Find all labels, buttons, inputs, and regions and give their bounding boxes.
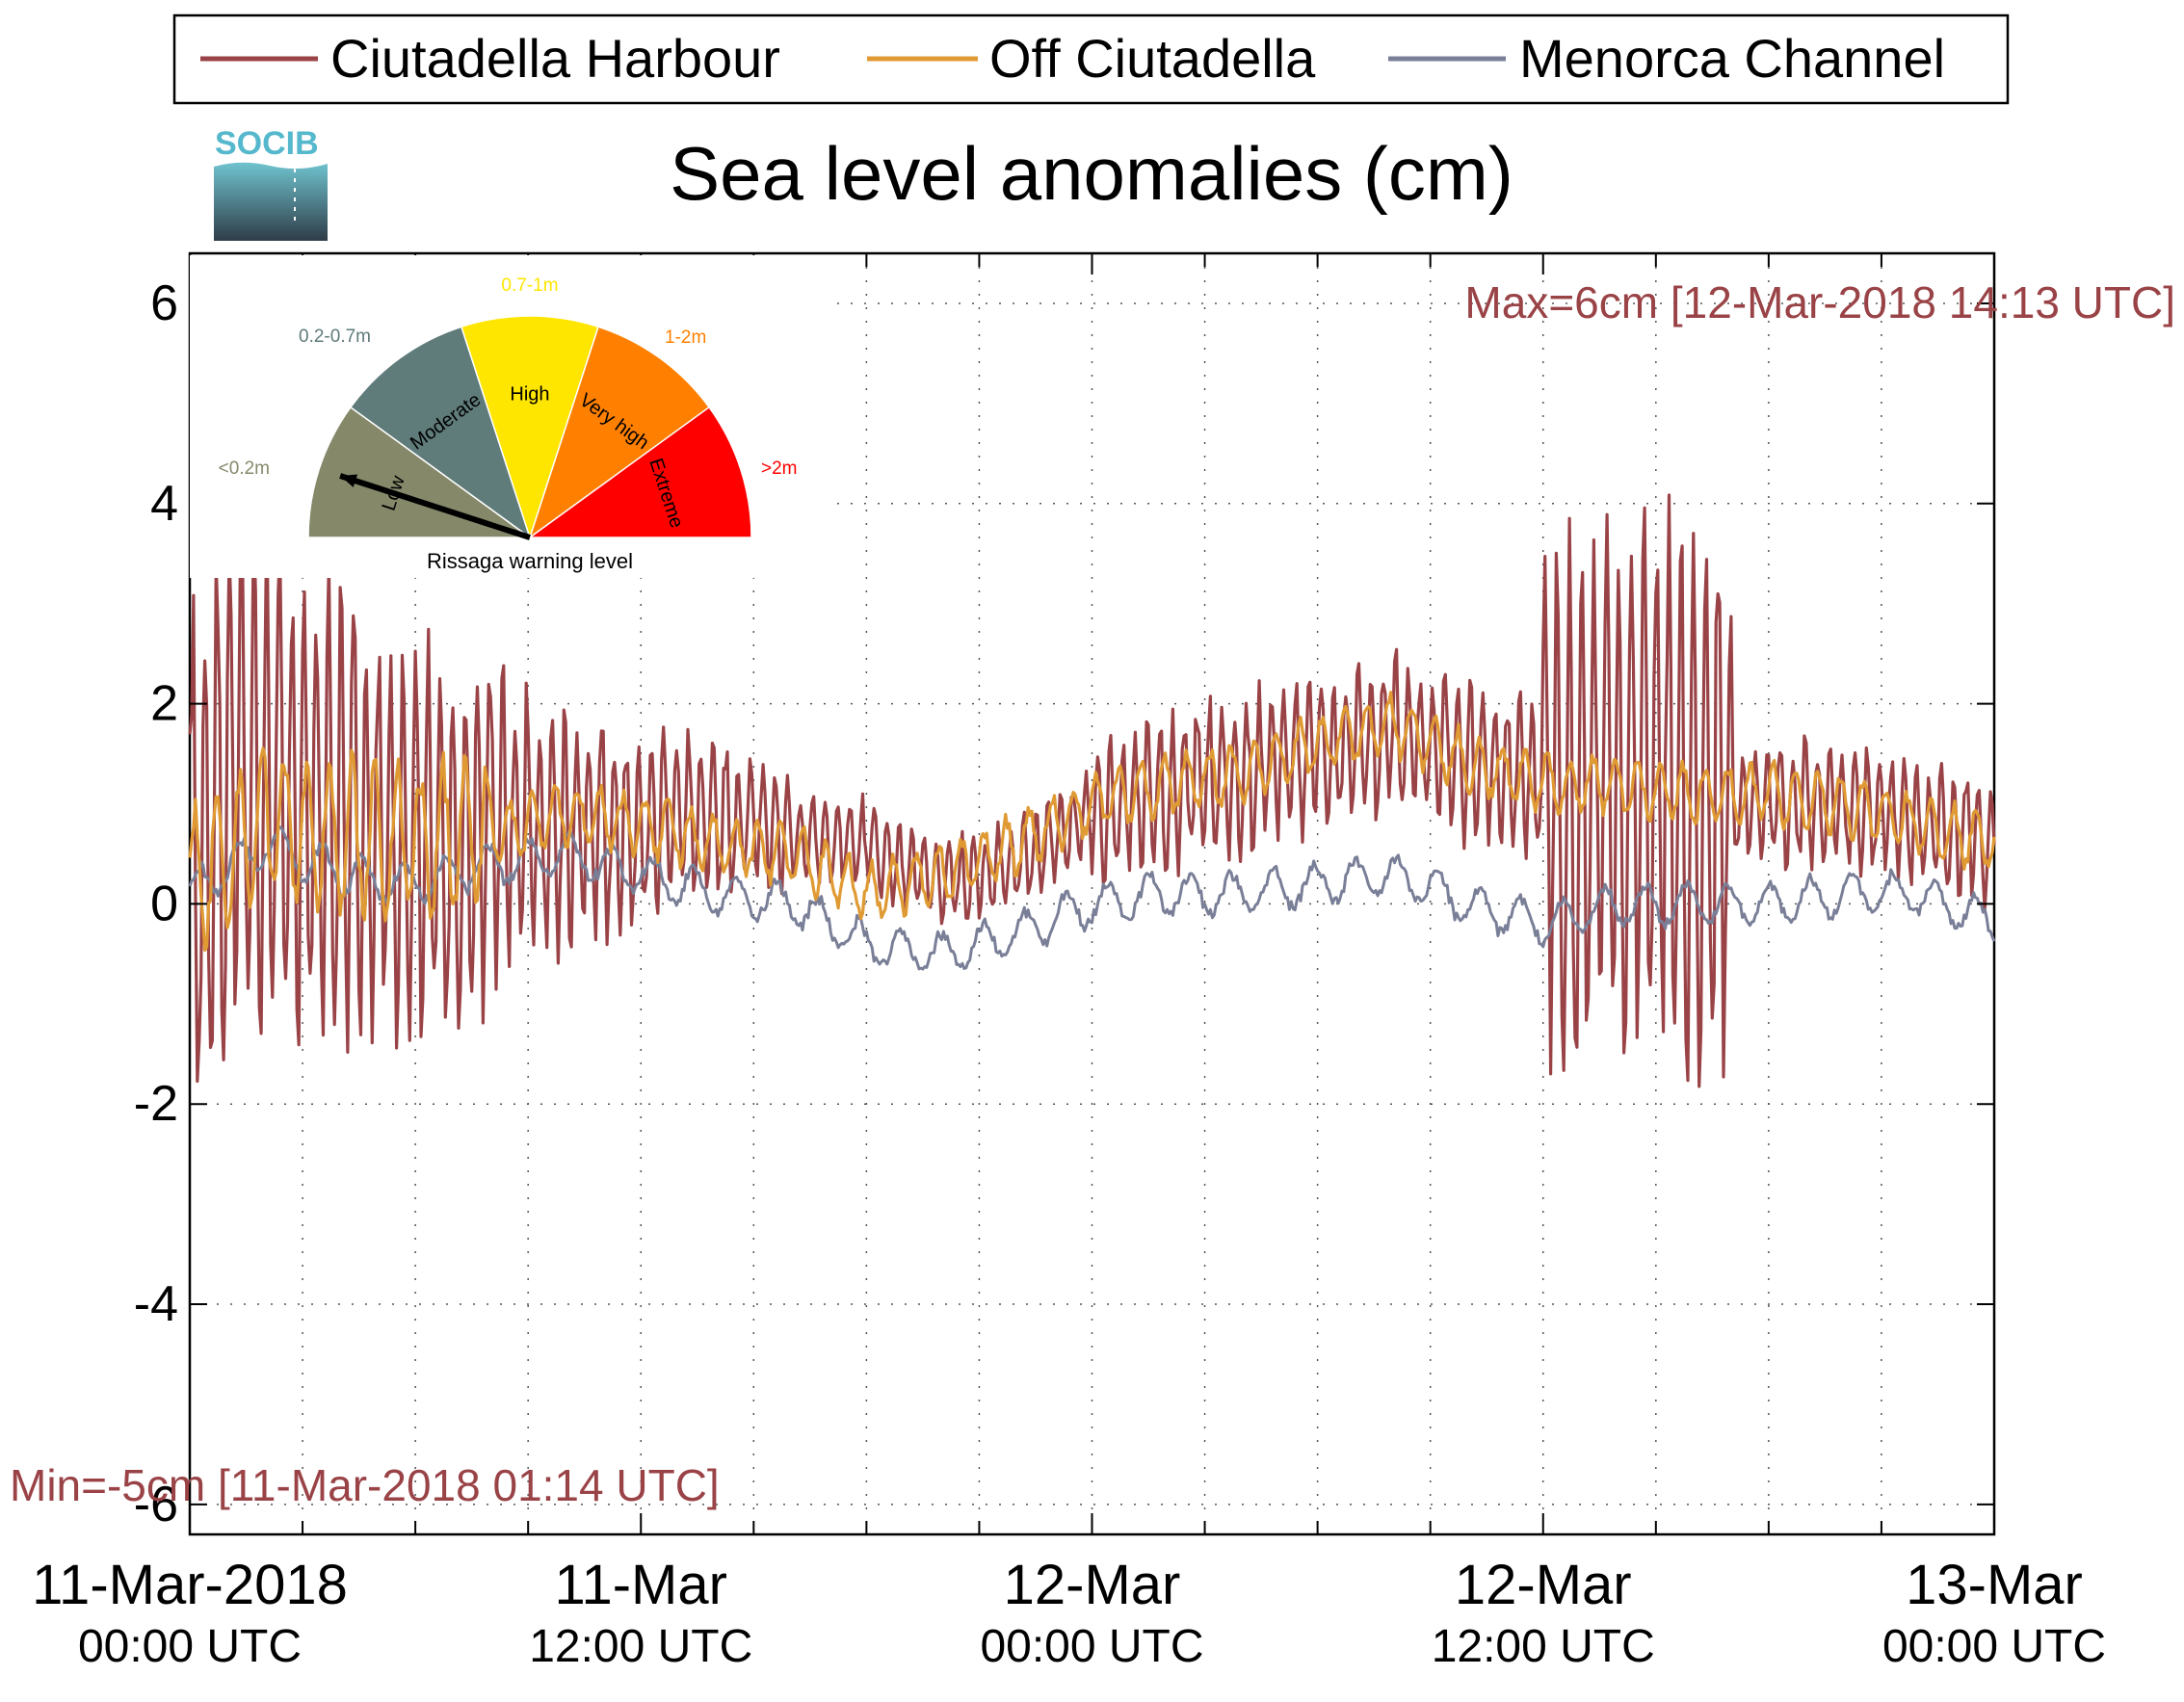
socib-logo-text: SOCIB [215, 125, 319, 162]
x-tick-label-time: 12:00 UTC [1432, 1621, 1655, 1672]
series-line-off [188, 691, 1996, 952]
x-tick-label: 13-Mar [1906, 1554, 2083, 1616]
max-annotation: Max=6cm [12-Mar-2018 14:13 UTC] [1464, 277, 2175, 327]
gauge-range-extreme: >2m [761, 458, 798, 479]
y-tick-label: -6 [134, 1477, 178, 1532]
x-tick-label: 11-Mar-2018 [32, 1554, 348, 1616]
legend-label-harbour: Ciutadella Harbour [330, 28, 780, 89]
series-line-channel [188, 825, 1996, 971]
x-tick-label: 11-Mar [555, 1554, 727, 1616]
x-tick-label: 12-Mar [1455, 1554, 1632, 1616]
gauge-pointer-head [340, 474, 358, 487]
min-annotation: Min=-5cm [11-Mar-2018 01:14 UTC] [10, 1460, 720, 1510]
y-tick-label: 4 [150, 476, 178, 532]
gauge-sector-very_high [528, 326, 711, 539]
x-tick-label-time: 00:00 UTC [1882, 1621, 2106, 1672]
gauge-sector-moderate [349, 326, 532, 539]
chart-title: Sea level anomalies (cm) [670, 131, 1513, 216]
gauge-caption: Rissaga warning level [427, 549, 633, 573]
gauge-range-high: 0.7-1m [501, 275, 558, 296]
gauge-range-low: <0.2m [219, 458, 270, 479]
x-tick-label: 12-Mar [1004, 1554, 1181, 1616]
gauge-range-moderate: 0.2-0.7m [299, 327, 371, 347]
gauge-sector-low [307, 406, 533, 538]
socib-logo: SOCIB [214, 125, 328, 241]
y-tick-label: -4 [134, 1276, 178, 1332]
socib-logo-wave [214, 162, 328, 241]
x-tick-label-time: 00:00 UTC [980, 1621, 1203, 1672]
gauge-pointer [339, 473, 531, 540]
x-tick-label-time: 12:00 UTC [529, 1621, 752, 1672]
x-tick-label-time: 00:00 UTC [78, 1621, 302, 1672]
legend: Ciutadella Harbour Off Ciutadella Menorc… [172, 13, 2010, 105]
gauge-sector-extreme [527, 406, 752, 538]
y-tick-label: 0 [150, 876, 178, 931]
legend-label-channel: Menorca Channel [1519, 28, 1945, 89]
gauge-label-high: High [510, 383, 549, 405]
y-tick-label: 2 [150, 676, 178, 732]
legend-box [172, 13, 2010, 105]
y-tick-label: -2 [134, 1076, 178, 1132]
y-tick-label: 6 [150, 275, 178, 331]
series-line-harbour [188, 493, 1996, 1088]
legend-label-off: Off Ciutadella [989, 28, 1316, 89]
series-layer [188, 493, 1996, 1088]
gauge-range-very_high: 1-2m [665, 327, 706, 348]
gauge-sector-high [460, 315, 600, 540]
